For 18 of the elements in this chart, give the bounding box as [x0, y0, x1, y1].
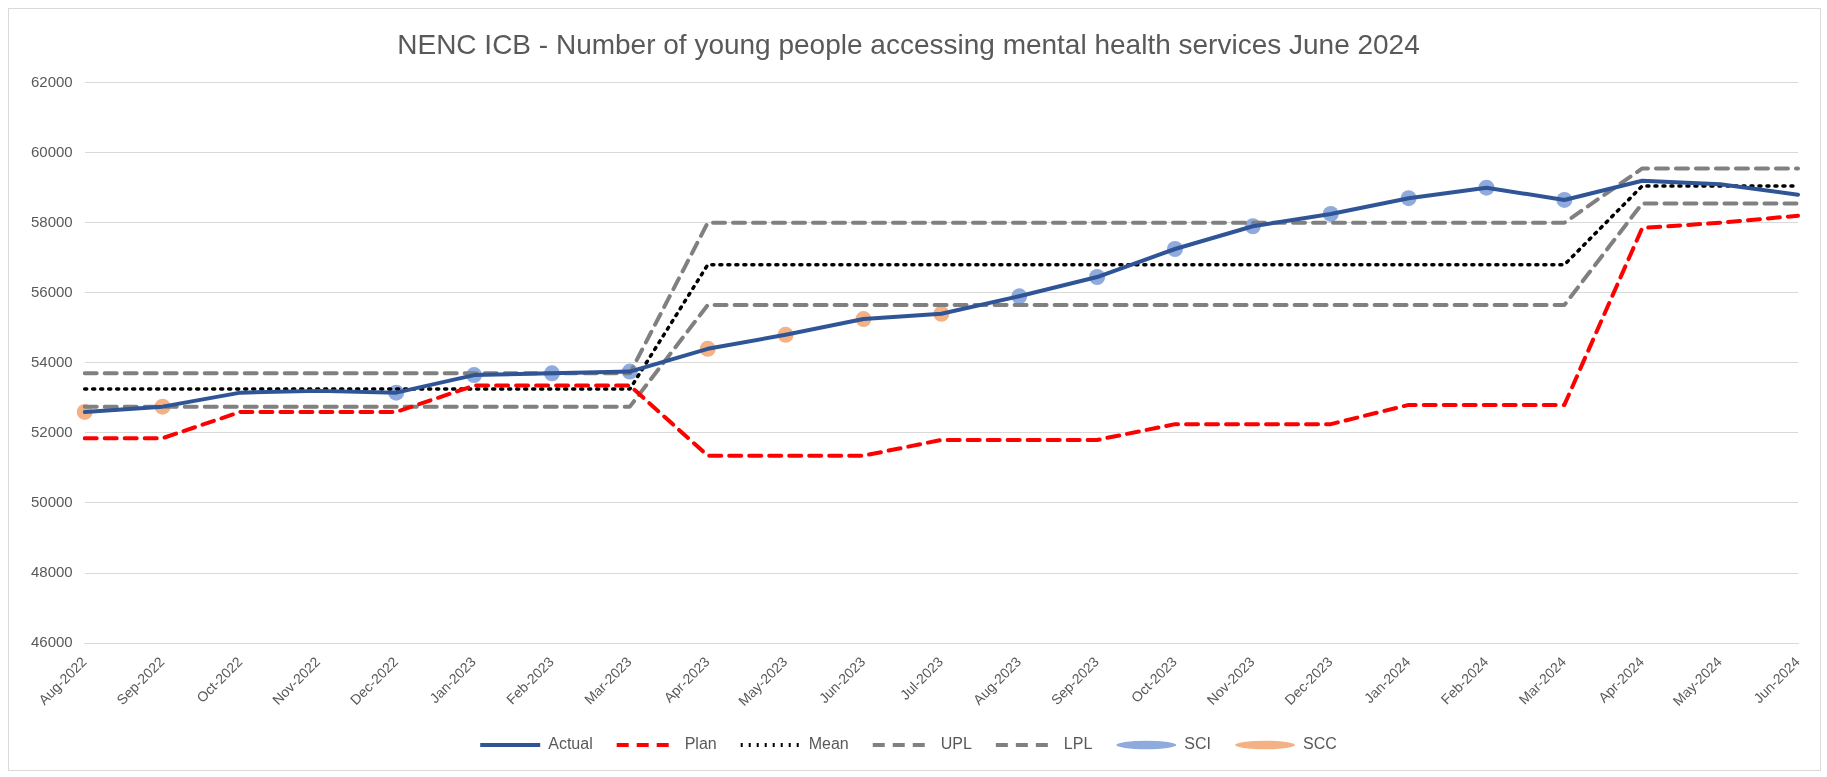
legend-label: SCC	[1303, 735, 1337, 753]
y-tick-label: 56000	[30, 282, 73, 300]
legend-label: Plan	[684, 735, 717, 753]
y-tick-label: 48000	[30, 563, 73, 581]
chart-title: NENC ICB - Number of young people accessing mental health services June 2024	[397, 28, 1420, 60]
legend-label: SCI	[1184, 735, 1211, 753]
y-tick-label: 52000	[30, 423, 73, 441]
y-tick-label: 62000	[30, 72, 73, 90]
legend-label: Mean	[808, 735, 849, 753]
y-tick-label: 50000	[30, 493, 73, 511]
line-series	[82, 213, 1800, 458]
legend-label: LPL	[1063, 735, 1093, 753]
y-tick-label: 54000	[30, 352, 73, 370]
legend-label: Actual	[548, 735, 593, 753]
y-tick-label: 60000	[30, 142, 73, 160]
y-tick-label: 58000	[30, 212, 73, 230]
y-tick-label: 46000	[30, 633, 73, 651]
legend-label: UPL	[940, 735, 972, 753]
